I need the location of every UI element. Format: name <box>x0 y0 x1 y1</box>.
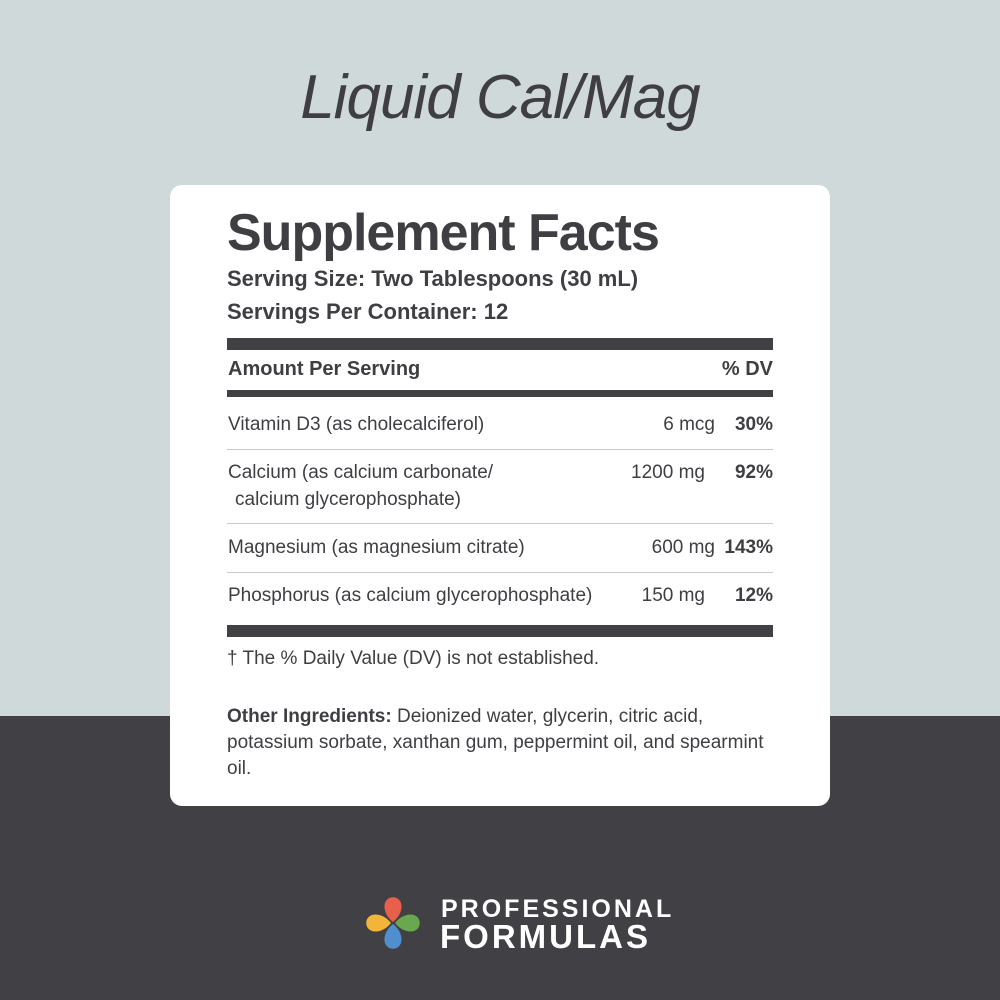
nutrient-dv: 92% <box>734 462 773 483</box>
brand-name-line2: FORMULAS <box>440 918 651 955</box>
nutrient-dv: 143% <box>724 537 773 558</box>
row-divider <box>227 523 773 524</box>
professional-formulas-logo-icon <box>366 897 420 949</box>
nutrient-amount: 1200 mg <box>631 462 705 483</box>
nutrient-name: Vitamin D3 (as cholecalciferol) <box>228 414 485 435</box>
nutrient-dv: 30% <box>734 414 773 435</box>
nutrient-name-continued: calcium glycerophosphate) <box>235 489 462 510</box>
nutrient-name: Magnesium (as magnesium citrate) <box>228 537 525 558</box>
nutrient-dv: 12% <box>734 585 773 606</box>
dv-header: % DV <box>721 358 773 380</box>
nutrient-amount: 6 mcg <box>663 414 715 435</box>
servings-per-container: Servings Per Container: 12 <box>227 299 509 324</box>
supplement-facts-panel: Supplement Facts Serving Size: Two Table… <box>170 185 830 806</box>
thick-divider-bottom <box>227 625 773 637</box>
serving-size: Serving Size: Two Tablespoons (30 mL) <box>227 266 639 291</box>
row-divider <box>227 572 773 573</box>
nutrient-name: Phosphorus (as calcium glycerophosphate) <box>228 585 593 606</box>
product-title: Liquid Cal/Mag <box>300 63 701 132</box>
other-ingredients-text: Deionized water, glycerin, citric acid, … <box>227 706 764 779</box>
footnote: † The % Daily Value (DV) is not establis… <box>227 648 600 669</box>
facts-heading: Supplement Facts <box>227 204 660 262</box>
header-divider <box>227 390 773 397</box>
other-ingredients-label: Other Ingredients: <box>227 706 392 727</box>
thick-divider <box>227 338 773 350</box>
amount-per-serving-header: Amount Per Serving <box>228 358 421 380</box>
nutrient-amount: 600 mg <box>651 537 715 558</box>
brand-name-line1: PROFESSIONAL <box>441 895 675 923</box>
nutrient-amount: 150 mg <box>641 585 705 606</box>
nutrient-name: Calcium (as calcium carbonate/ <box>228 462 494 483</box>
row-divider <box>227 449 773 450</box>
other-ingredients: Other Ingredients: Deionized water, glyc… <box>227 704 767 782</box>
